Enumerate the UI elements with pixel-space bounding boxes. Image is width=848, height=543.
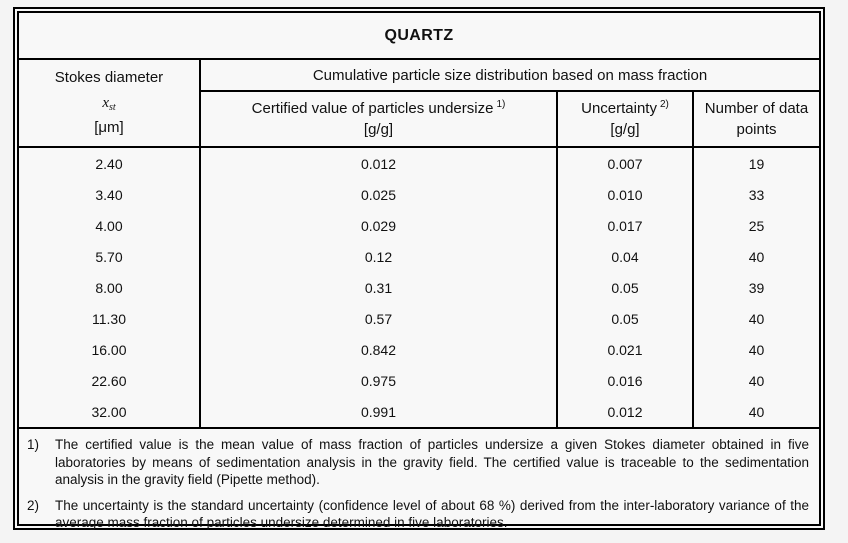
header-row-subcolumns: Certified value of particles undersize 1)… bbox=[19, 91, 819, 148]
certified-unit-label: [g/g] bbox=[363, 121, 394, 138]
stokes-symbol-subscript: st bbox=[109, 102, 116, 113]
stokes-header-label: Stokes diameter bbox=[54, 69, 164, 86]
stokes-diameter-value: 22.60 bbox=[91, 372, 127, 389]
footnote-2-marker: 2) bbox=[27, 497, 40, 513]
certificate-table: QUARTZ Stokes diameter xst [μm] Cumulati… bbox=[19, 13, 819, 543]
footnote-ref-1: 1) bbox=[496, 99, 506, 110]
certified-value: 0.975 bbox=[199, 365, 557, 396]
table-row: 3.40 0.025 0.010 33 bbox=[19, 179, 819, 210]
certified-value: 0.012 bbox=[199, 147, 557, 179]
certified-value: 0.57 bbox=[199, 303, 557, 334]
data-points-value: 40 bbox=[692, 241, 819, 272]
table-inner-frame: QUARTZ Stokes diameter xst [μm] Cumulati… bbox=[17, 11, 821, 543]
data-points-value: 40 bbox=[692, 303, 819, 334]
table-row: 2.40 0.012 0.007 19 bbox=[19, 147, 819, 179]
table-row: 4.00 0.029 0.017 25 bbox=[19, 210, 819, 241]
stokes-diameter-value: 11.30 bbox=[92, 310, 126, 327]
certified-value: 0.029 bbox=[199, 210, 557, 241]
table-row: 11.30 0.57 0.05 40 bbox=[19, 303, 819, 334]
uncertainty-value: 0.04 bbox=[556, 241, 693, 272]
data-points-value: 33 bbox=[692, 179, 819, 210]
column-header-certified-value: Certified value of particles undersize 1)… bbox=[200, 91, 558, 148]
table-row: 16.00 0.842 0.021 40 bbox=[19, 334, 819, 365]
data-points-value: 39 bbox=[692, 272, 819, 303]
uncertainty-value: 0.010 bbox=[556, 179, 693, 210]
certified-value: 0.12 bbox=[199, 241, 557, 272]
data-points-value: 40 bbox=[692, 365, 819, 396]
uncertainty-value: 0.007 bbox=[556, 147, 693, 179]
stokes-diameter-value: 2.40 bbox=[95, 155, 123, 172]
footnote-ref-2: 2) bbox=[659, 99, 669, 110]
stokes-symbol-base: x bbox=[102, 95, 109, 111]
column-header-data-points: Number of data points bbox=[693, 91, 819, 148]
uncertainty-value: 0.021 bbox=[556, 334, 693, 365]
footnotes-row: 1) The certified value is the mean value… bbox=[19, 427, 819, 543]
table-outer-frame: QUARTZ Stokes diameter xst [μm] Cumulati… bbox=[13, 7, 825, 543]
stokes-diameter-value: 4.00 bbox=[95, 217, 123, 234]
table-row: 32.00 0.991 0.012 40 bbox=[19, 396, 819, 428]
uncertainty-value: 0.05 bbox=[556, 303, 693, 334]
footnote-1-marker: 1) bbox=[27, 437, 40, 452]
footnotes-section: 1) The certified value is the mean value… bbox=[19, 427, 819, 543]
uncertainty-value: 0.017 bbox=[556, 210, 693, 241]
table-row: 8.00 0.31 0.05 39 bbox=[19, 272, 819, 303]
title-row: QUARTZ bbox=[19, 13, 819, 60]
data-points-value: 40 bbox=[692, 396, 819, 428]
footnote-2-text: The uncertainty is the standard uncertai… bbox=[55, 497, 809, 531]
certified-value: 0.31 bbox=[199, 272, 557, 303]
data-points-value: 19 bbox=[692, 147, 819, 179]
stokes-diameter-value: 3.40 bbox=[95, 186, 123, 203]
stokes-symbol: xst bbox=[19, 95, 199, 113]
data-points-value: 25 bbox=[692, 210, 819, 241]
table-row: 22.60 0.975 0.016 40 bbox=[19, 365, 819, 396]
uncertainty-header-label: Uncertainty 2) bbox=[558, 98, 692, 119]
column-group-header: Cumulative particle size distribution ba… bbox=[200, 59, 819, 92]
column-header-stokes-diameter: Stokes diameter xst [μm] bbox=[19, 59, 201, 148]
certified-value: 0.842 bbox=[199, 334, 557, 365]
footnote-1-text: The certified value is the mean value of… bbox=[55, 437, 809, 487]
column-header-uncertainty: Uncertainty 2) [g/g] bbox=[557, 91, 694, 148]
header-row-group: Stokes diameter xst [μm] Cumulative part… bbox=[19, 59, 819, 148]
stokes-unit-label: [μm] bbox=[94, 119, 124, 136]
certified-value: 0.991 bbox=[199, 396, 557, 428]
data-points-value: 40 bbox=[692, 334, 819, 365]
uncertainty-value: 0.05 bbox=[556, 272, 693, 303]
uncertainty-unit-label: [g/g] bbox=[610, 121, 640, 138]
certified-label-text: Certified value of particles undersize bbox=[251, 100, 494, 117]
footnote-1: 1) The certified value is the mean value… bbox=[19, 436, 809, 489]
table-title: QUARTZ bbox=[19, 13, 819, 60]
certified-header-label: Certified value of particles undersize 1) bbox=[201, 98, 556, 119]
stokes-diameter-value: 5.70 bbox=[95, 248, 123, 265]
stokes-diameter-value: 32.00 bbox=[91, 403, 127, 420]
uncertainty-label-text: Uncertainty bbox=[581, 100, 657, 117]
uncertainty-value: 0.012 bbox=[556, 396, 693, 428]
footnote-2: 2) The uncertainty is the standard uncer… bbox=[19, 497, 809, 532]
table-row: 5.70 0.12 0.04 40 bbox=[19, 241, 819, 272]
certified-value: 0.025 bbox=[199, 179, 557, 210]
stokes-diameter-value: 8.00 bbox=[95, 279, 123, 296]
uncertainty-value: 0.016 bbox=[556, 365, 693, 396]
stokes-diameter-value: 16.00 bbox=[91, 341, 127, 358]
